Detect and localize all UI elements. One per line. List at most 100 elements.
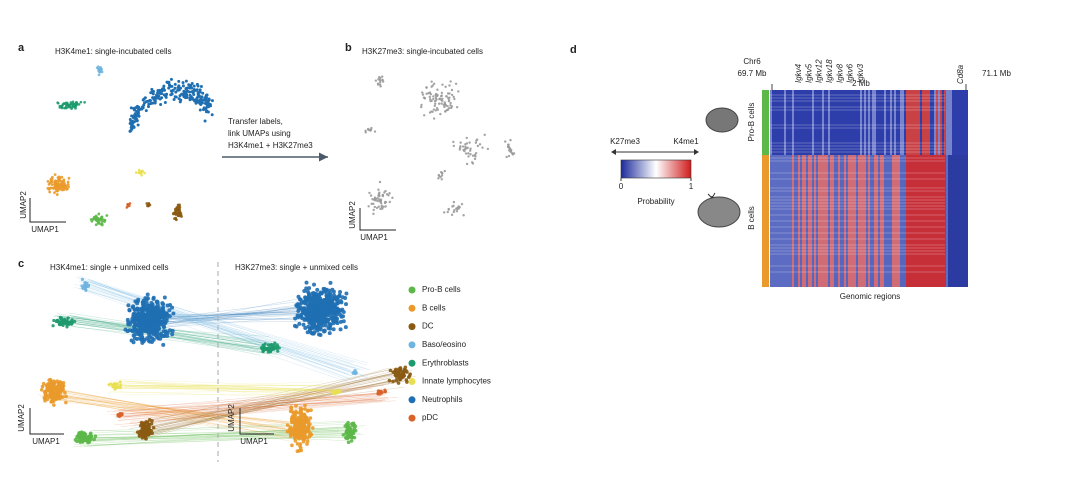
- cell-dot: [162, 85, 165, 88]
- cell-dot: [453, 145, 455, 147]
- heat-col: [888, 90, 890, 155]
- cell-dot: [481, 146, 483, 148]
- cell-dot: [391, 380, 395, 384]
- cell-dot: [174, 87, 177, 90]
- cell-dot: [60, 316, 63, 319]
- cell-dot: [378, 195, 380, 197]
- cell-dot: [199, 91, 202, 94]
- cell-dot: [425, 93, 427, 95]
- cell-dot: [378, 78, 380, 80]
- heat-col: [954, 155, 956, 287]
- cell-dot: [352, 431, 356, 435]
- cell-dot: [323, 304, 327, 308]
- legend-label: Pro-B cells: [422, 285, 461, 294]
- heat-col: [856, 90, 858, 155]
- cell-dot: [133, 126, 136, 129]
- cell-dot: [342, 433, 346, 437]
- arrow-text: H3K4me1 + H3K27me3: [228, 141, 313, 150]
- cell-dot: [451, 105, 453, 107]
- heat-col: [872, 90, 874, 155]
- cell-dot: [119, 413, 122, 416]
- cell-dot: [167, 87, 170, 90]
- cell-dot: [449, 80, 451, 82]
- heat-col: [876, 90, 878, 155]
- cell-dot: [134, 314, 138, 318]
- cell-dot: [177, 212, 180, 215]
- cell-dot: [423, 114, 425, 116]
- cell-dot: [382, 194, 384, 196]
- cell-dot: [108, 383, 111, 386]
- cell-dot: [347, 440, 351, 444]
- cell-dot: [315, 328, 319, 332]
- cell-dot: [439, 113, 441, 115]
- heat-col: [838, 90, 840, 155]
- legend-label: Erythroblasts: [422, 358, 469, 367]
- heat-col: [812, 90, 814, 155]
- cell-dot: [129, 122, 132, 125]
- cell-dot: [476, 138, 478, 140]
- cell-dot: [314, 307, 318, 311]
- cell-dot: [134, 329, 138, 333]
- cell-dot: [465, 152, 467, 154]
- heatmap: [770, 90, 968, 287]
- cell-dot: [134, 106, 137, 109]
- cell-dot: [48, 191, 51, 194]
- cell-dot: [161, 302, 165, 306]
- heat-col: [826, 90, 828, 155]
- cell-dot: [305, 314, 309, 318]
- cell-dot: [129, 118, 132, 121]
- cell-dot: [142, 306, 146, 310]
- heat-col: [906, 90, 908, 155]
- cell-dot: [345, 432, 349, 436]
- cell-dot: [166, 313, 170, 317]
- cell-dot: [99, 223, 102, 226]
- cell-dot: [296, 433, 300, 437]
- cell-dot: [168, 303, 172, 307]
- cell-dot: [64, 184, 67, 187]
- cell-dot: [378, 193, 380, 195]
- cell-dot: [136, 298, 140, 302]
- cell-dot: [143, 425, 147, 429]
- cell-dot: [328, 327, 332, 331]
- panel-title: H3K27me3: single-incubated cells: [362, 47, 483, 56]
- cell-dot: [146, 292, 150, 296]
- cell-dot: [65, 188, 68, 191]
- cell-dot: [367, 128, 369, 130]
- cell-dot: [319, 327, 323, 331]
- row-bar: [762, 90, 769, 155]
- cell-dot: [77, 439, 81, 443]
- cell-dot: [158, 337, 162, 341]
- cell-dot: [97, 213, 100, 216]
- gene-label: Cd8a: [956, 64, 965, 84]
- cell-dot: [317, 332, 321, 336]
- cell-dot: [487, 148, 489, 150]
- cell-dot: [148, 418, 152, 422]
- panel-title: H3K27me3: single + unmixed cells: [235, 263, 358, 272]
- heat-col: [878, 90, 880, 155]
- heat-col: [962, 155, 964, 287]
- link: [89, 427, 357, 441]
- heat-col: [836, 90, 838, 155]
- cell-dot: [139, 326, 143, 330]
- heat-col: [860, 90, 862, 155]
- cell-dot: [369, 129, 371, 131]
- colorbar: [621, 160, 691, 178]
- heat-col: [842, 90, 844, 155]
- cell-dot: [484, 134, 486, 136]
- cell-dot: [138, 169, 141, 172]
- heat-col: [916, 90, 918, 155]
- cell-dot: [300, 433, 304, 437]
- heat-col: [946, 155, 948, 287]
- heat-col: [922, 90, 924, 155]
- legend-label: B cells: [422, 303, 446, 312]
- heat-col: [886, 90, 888, 155]
- cell-dot: [56, 193, 59, 196]
- cell-dot: [441, 172, 443, 174]
- cell-dot: [467, 155, 469, 157]
- cell-dot: [59, 184, 62, 187]
- cell-dot: [297, 411, 301, 415]
- heat-col: [828, 90, 830, 155]
- cell-dot: [376, 200, 378, 202]
- heat-col: [912, 90, 914, 155]
- cell-dot: [61, 324, 64, 327]
